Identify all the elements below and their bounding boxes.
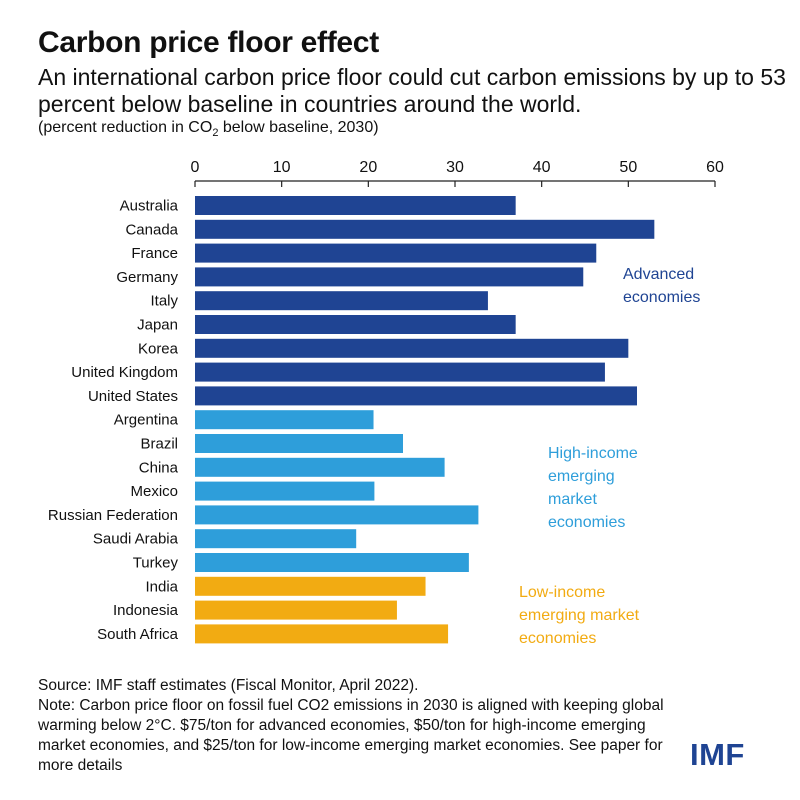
bar	[195, 243, 597, 263]
bar	[195, 196, 516, 215]
group-label-advanced: Advanced	[623, 266, 694, 283]
bar	[195, 434, 403, 453]
x-tick-label: 0	[191, 159, 200, 176]
bar	[195, 338, 629, 358]
category-label: Turkey	[133, 555, 179, 572]
bar	[195, 457, 445, 477]
category-label: Australia	[120, 198, 179, 215]
bar	[195, 481, 375, 501]
x-tick-label: 60	[706, 159, 724, 176]
group-label-high-income: High-income	[548, 445, 638, 462]
x-tick-label: 30	[446, 159, 464, 176]
group-label-advanced: economies	[623, 289, 700, 306]
bar	[195, 553, 469, 572]
group-label-high-income: economies	[548, 514, 625, 531]
group-label-high-income: market	[548, 491, 597, 508]
group-label-low-income: Low-income	[519, 584, 605, 601]
group-label-low-income: emerging market	[519, 607, 640, 624]
note-text: Note: Carbon price floor on fossil fuel …	[38, 697, 664, 774]
bar	[195, 362, 605, 382]
group-label-low-income: economies	[519, 630, 596, 647]
category-label: Argentina	[114, 412, 179, 429]
category-label: Brazil	[140, 436, 178, 453]
bar	[195, 386, 637, 406]
category-label: Italy	[150, 293, 178, 310]
category-label: India	[145, 578, 178, 595]
units-label-subscript: 2	[212, 127, 219, 140]
category-label: Indonesia	[113, 602, 179, 619]
chart-subtitle: An international carbon price floor coul…	[38, 64, 786, 117]
bar	[195, 600, 397, 620]
x-tick-label: 10	[273, 159, 291, 176]
bar	[195, 291, 488, 311]
category-label: United States	[88, 388, 178, 405]
x-tick-label: 50	[619, 159, 637, 176]
category-label: United Kingdom	[71, 364, 178, 381]
units-label-after: below baseline, 2030)	[218, 119, 379, 136]
units-label: (percent reduction in CO2 below baseline…	[38, 119, 379, 139]
category-label: Korea	[138, 340, 179, 357]
bar	[195, 410, 374, 430]
category-label: South Africa	[97, 626, 179, 643]
units-label-before: (percent reduction in CO	[38, 119, 213, 136]
category-label: France	[131, 245, 178, 262]
bar	[195, 315, 516, 334]
category-label: Mexico	[130, 483, 178, 500]
category-label: China	[139, 459, 179, 476]
x-tick-label: 40	[533, 159, 551, 176]
chart-title: Carbon price floor effect	[38, 26, 379, 59]
category-label: Russian Federation	[48, 507, 178, 524]
source-text: Source: IMF staff estimates (Fiscal Moni…	[38, 677, 419, 694]
imf-logo: IMF	[690, 737, 745, 772]
bar	[195, 267, 584, 287]
bar	[195, 529, 357, 549]
group-label-high-income: emerging	[548, 468, 615, 485]
category-label: Saudi Arabia	[93, 531, 179, 548]
bar	[195, 624, 449, 644]
bar	[195, 219, 655, 239]
category-label: Japan	[137, 317, 178, 334]
bar-chart: 0 10 20 30 40 50 60 Australia Canada France German…	[48, 159, 724, 647]
x-tick-label: 20	[359, 159, 377, 176]
category-label: Canada	[125, 221, 178, 238]
bar	[195, 576, 426, 596]
source-notes: Source: IMF staff estimates (Fiscal Moni…	[38, 676, 688, 776]
category-label: Germany	[116, 269, 178, 286]
bar	[195, 505, 479, 525]
